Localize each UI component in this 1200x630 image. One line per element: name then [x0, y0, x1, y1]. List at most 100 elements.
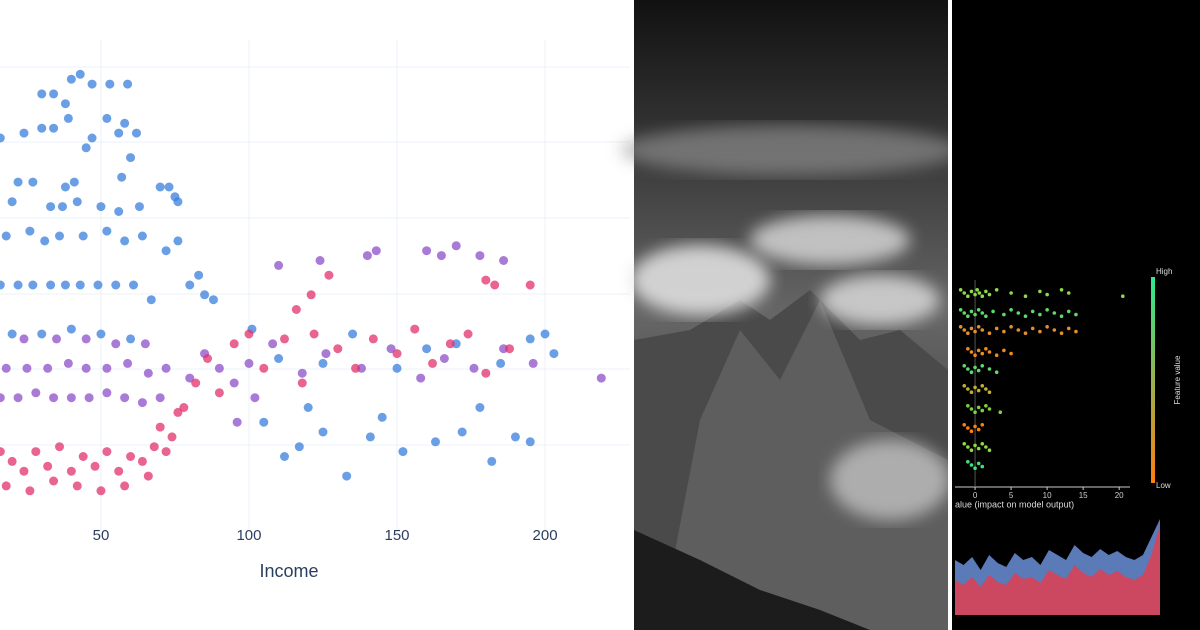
dot [1038, 329, 1042, 334]
dot [984, 404, 988, 408]
dot [973, 312, 977, 317]
point [268, 339, 278, 349]
dot [969, 350, 974, 354]
point [0, 133, 5, 143]
dot [1066, 326, 1071, 331]
point [324, 270, 334, 280]
point [43, 363, 53, 373]
dot [966, 367, 970, 371]
point [0, 280, 5, 290]
point [525, 437, 535, 447]
point [25, 486, 35, 496]
dot [975, 288, 980, 292]
point [143, 368, 153, 378]
point [66, 466, 76, 476]
point [214, 363, 224, 373]
dot [984, 387, 988, 391]
point [445, 339, 455, 349]
dot [980, 328, 985, 332]
point [386, 344, 396, 354]
point [143, 471, 153, 481]
point [75, 280, 85, 290]
point [377, 412, 387, 422]
dot [973, 410, 977, 415]
dot [969, 407, 974, 411]
x-axis-title: Income [259, 561, 318, 581]
dot [976, 461, 981, 466]
x-tick-label: 20 [1115, 491, 1124, 500]
colorbar-title: Feature value [1173, 355, 1182, 404]
point [66, 324, 76, 334]
point [120, 236, 130, 246]
dot [1016, 328, 1021, 332]
point [1, 363, 11, 373]
dot [958, 308, 963, 312]
point [203, 354, 213, 363]
dot [1002, 329, 1006, 334]
point [137, 456, 147, 466]
point [439, 354, 449, 363]
point [368, 334, 378, 344]
point [13, 177, 23, 187]
colorbar-high: High [1156, 267, 1172, 276]
colorbar [1151, 277, 1155, 483]
point [60, 280, 70, 290]
point [134, 202, 144, 212]
dot [962, 384, 967, 388]
point [19, 466, 29, 476]
point [102, 226, 112, 236]
point [131, 128, 141, 138]
point [0, 393, 5, 403]
point [126, 153, 136, 163]
point [229, 378, 239, 388]
point [1, 231, 11, 241]
point [259, 363, 269, 373]
dot [976, 325, 981, 329]
dot [987, 390, 992, 395]
dot [1038, 312, 1042, 317]
dot [976, 308, 981, 312]
point [173, 197, 183, 207]
point [111, 280, 121, 290]
dot [1120, 294, 1125, 299]
dot [1045, 308, 1049, 312]
point [149, 442, 159, 452]
dot [1009, 325, 1013, 329]
dot [984, 445, 988, 449]
point [120, 393, 130, 403]
dot [980, 423, 985, 427]
dot [1066, 291, 1071, 295]
point [63, 113, 73, 123]
dot [987, 407, 992, 411]
point [469, 363, 479, 373]
point [191, 378, 201, 388]
point [93, 280, 103, 290]
dot [1030, 309, 1035, 314]
point [84, 393, 94, 403]
point [81, 334, 91, 344]
dot [962, 291, 967, 295]
point [37, 123, 47, 133]
point [398, 447, 408, 457]
point [155, 182, 165, 192]
x-axis-title: alue (impact on model output) [955, 499, 1074, 509]
point [87, 133, 97, 143]
x-tick-label: 150 [384, 527, 409, 544]
photo [620, 0, 960, 630]
point [510, 432, 520, 442]
point [371, 246, 381, 256]
point [392, 349, 402, 359]
dot [966, 331, 970, 336]
dot [969, 429, 974, 434]
point [25, 226, 35, 236]
point [306, 290, 316, 300]
point [102, 447, 112, 457]
dot [966, 294, 970, 299]
dot [1023, 314, 1028, 319]
point [19, 334, 29, 344]
dot [1045, 292, 1049, 297]
dot [973, 424, 977, 429]
dot [977, 291, 982, 295]
point [528, 358, 538, 368]
